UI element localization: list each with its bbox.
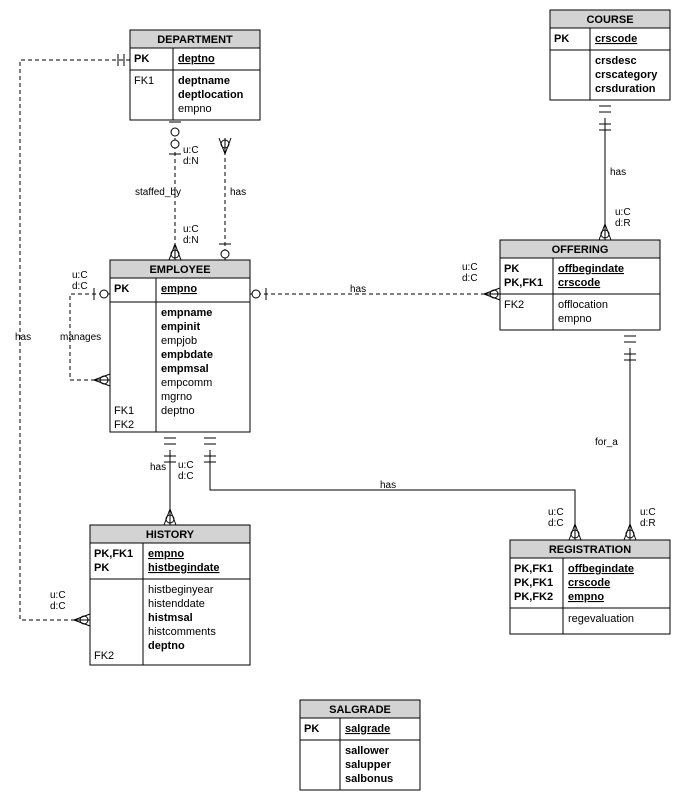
- key-label: PK,FK1: [94, 548, 133, 560]
- key-label: FK2: [114, 419, 134, 431]
- attr-offlocation: offlocation: [558, 299, 608, 311]
- attr-crscode: crscode: [568, 577, 610, 589]
- svg-text:d:C: d:C: [50, 601, 66, 612]
- entity-offering: OFFERING PK PK,FK1 offbegindate crscode FK2 of…: [500, 240, 660, 330]
- entity-title: OFFERING: [552, 244, 609, 256]
- attr-empinit: empinit: [161, 321, 200, 333]
- svg-text:u:C: u:C: [178, 460, 194, 471]
- key-label: PK,FK1: [514, 563, 553, 575]
- rel-label: has: [230, 187, 246, 198]
- svg-text:d:C: d:C: [178, 471, 194, 482]
- svg-text:d:R: d:R: [640, 518, 656, 529]
- svg-text:u:C: u:C: [615, 207, 631, 218]
- svg-text:d:C: d:C: [72, 281, 88, 292]
- attr-regevaluation: regevaluation: [568, 613, 634, 625]
- entity-title: EMPLOYEE: [149, 264, 210, 276]
- rel-label: has: [610, 167, 626, 178]
- attr-salupper: salupper: [345, 759, 392, 771]
- key-label: PK: [504, 263, 519, 275]
- key-label: PK: [134, 53, 149, 65]
- entity-department: DEPARTMENT PK deptno FK1 deptname deptlocatio…: [130, 30, 260, 120]
- svg-text:d:N: d:N: [183, 235, 199, 246]
- svg-text:u:C: u:C: [640, 507, 656, 518]
- key-label: PK: [554, 33, 569, 45]
- rel-label: staffed_by: [135, 187, 181, 198]
- svg-text:u:C: u:C: [183, 224, 199, 235]
- attr-empno: empno: [148, 548, 184, 560]
- entity-title: SALGRADE: [329, 704, 391, 716]
- key-label: PK,FK1: [504, 277, 543, 289]
- attr-empname: empname: [161, 307, 212, 319]
- key-label: PK: [304, 723, 319, 735]
- entity-employee: EMPLOYEE PK empno FK1 FK2 empname empinit empjo…: [110, 260, 250, 432]
- key-label: PK,FK2: [514, 591, 553, 603]
- attr-empno: empno: [161, 283, 197, 295]
- attr-deptname: deptname: [178, 75, 230, 87]
- key-label: PK,FK1: [514, 577, 553, 589]
- key-label: FK1: [114, 405, 134, 417]
- entity-salgrade: SALGRADE PK salgrade sallower salupper salbon…: [300, 700, 420, 790]
- rel-label: has: [15, 332, 31, 343]
- svg-text:u:C: u:C: [548, 507, 564, 518]
- attr-salbonus: salbonus: [345, 773, 393, 785]
- entity-title: DEPARTMENT: [157, 34, 233, 46]
- attr-empno: empno: [568, 591, 604, 603]
- attr-histmsal: histmsal: [148, 612, 193, 624]
- entity-history: HISTORY PK,FK1 PK empno histbegindate FK2 hist…: [90, 525, 250, 665]
- attr-empno: empno: [178, 103, 212, 115]
- entity-title: HISTORY: [146, 529, 195, 541]
- svg-text:d:C: d:C: [548, 518, 564, 529]
- attr-crsduration: crsduration: [595, 83, 656, 95]
- svg-text:d:C: d:C: [462, 273, 478, 284]
- er-diagram: staffed_byu:Cd:Nu:Cd:Nhasmanagesu:Cd:Cha…: [0, 0, 690, 803]
- svg-text:u:C: u:C: [462, 262, 478, 273]
- key-label: FK2: [94, 650, 114, 662]
- attr-crscode: crscode: [595, 33, 637, 45]
- svg-text:u:C: u:C: [183, 145, 199, 156]
- rel-label: has: [380, 480, 396, 491]
- key-label: FK1: [134, 75, 154, 87]
- svg-text:u:C: u:C: [72, 270, 88, 281]
- attr-histcomments: histcomments: [148, 626, 216, 638]
- attr-empno: empno: [558, 313, 592, 325]
- rel-label: for_a: [595, 437, 618, 448]
- attr-histbegindate: histbegindate: [148, 562, 220, 574]
- attr-deptno: deptno: [161, 405, 195, 417]
- svg-text:d:R: d:R: [615, 218, 631, 229]
- rel-label: manages: [60, 332, 101, 343]
- attr-offbegindate: offbegindate: [558, 263, 624, 275]
- attr-histbeginyear: histbeginyear: [148, 584, 214, 596]
- svg-text:d:N: d:N: [183, 156, 199, 167]
- attr-deptno: deptno: [148, 640, 185, 652]
- attr-crscategory: crscategory: [595, 69, 658, 81]
- entity-title: COURSE: [586, 14, 633, 26]
- rel-emp-reg-has: [210, 450, 575, 540]
- entity-registration: REGISTRATION PK,FK1 PK,FK1 PK,FK2 offbeginda…: [510, 540, 670, 634]
- svg-text:u:C: u:C: [50, 590, 66, 601]
- attr-offbegindate: offbegindate: [568, 563, 634, 575]
- rel-label: has: [150, 462, 166, 473]
- attr-empcomm: empcomm: [161, 377, 212, 389]
- attr-empjob: empjob: [161, 335, 197, 347]
- attr-histenddate: histenddate: [148, 598, 205, 610]
- attr-crscode: crscode: [558, 277, 600, 289]
- key-label: FK2: [504, 299, 524, 311]
- attr-salgrade: salgrade: [345, 723, 390, 735]
- rel-label: has: [350, 284, 366, 295]
- attr-deptno: deptno: [178, 53, 215, 65]
- attr-deptlocation: deptlocation: [178, 89, 244, 101]
- attr-crsdesc: crsdesc: [595, 55, 637, 67]
- entity-title: REGISTRATION: [549, 544, 631, 556]
- key-label: PK: [94, 562, 109, 574]
- key-label: PK: [114, 283, 129, 295]
- entity-course: COURSE PK crscode crsdesc crscategory crsdura…: [550, 10, 670, 100]
- attr-empmsal: empmsal: [161, 363, 209, 375]
- attr-empbdate: empbdate: [161, 349, 213, 361]
- attr-mgrno: mgrno: [161, 391, 192, 403]
- attr-sallower: sallower: [345, 745, 390, 757]
